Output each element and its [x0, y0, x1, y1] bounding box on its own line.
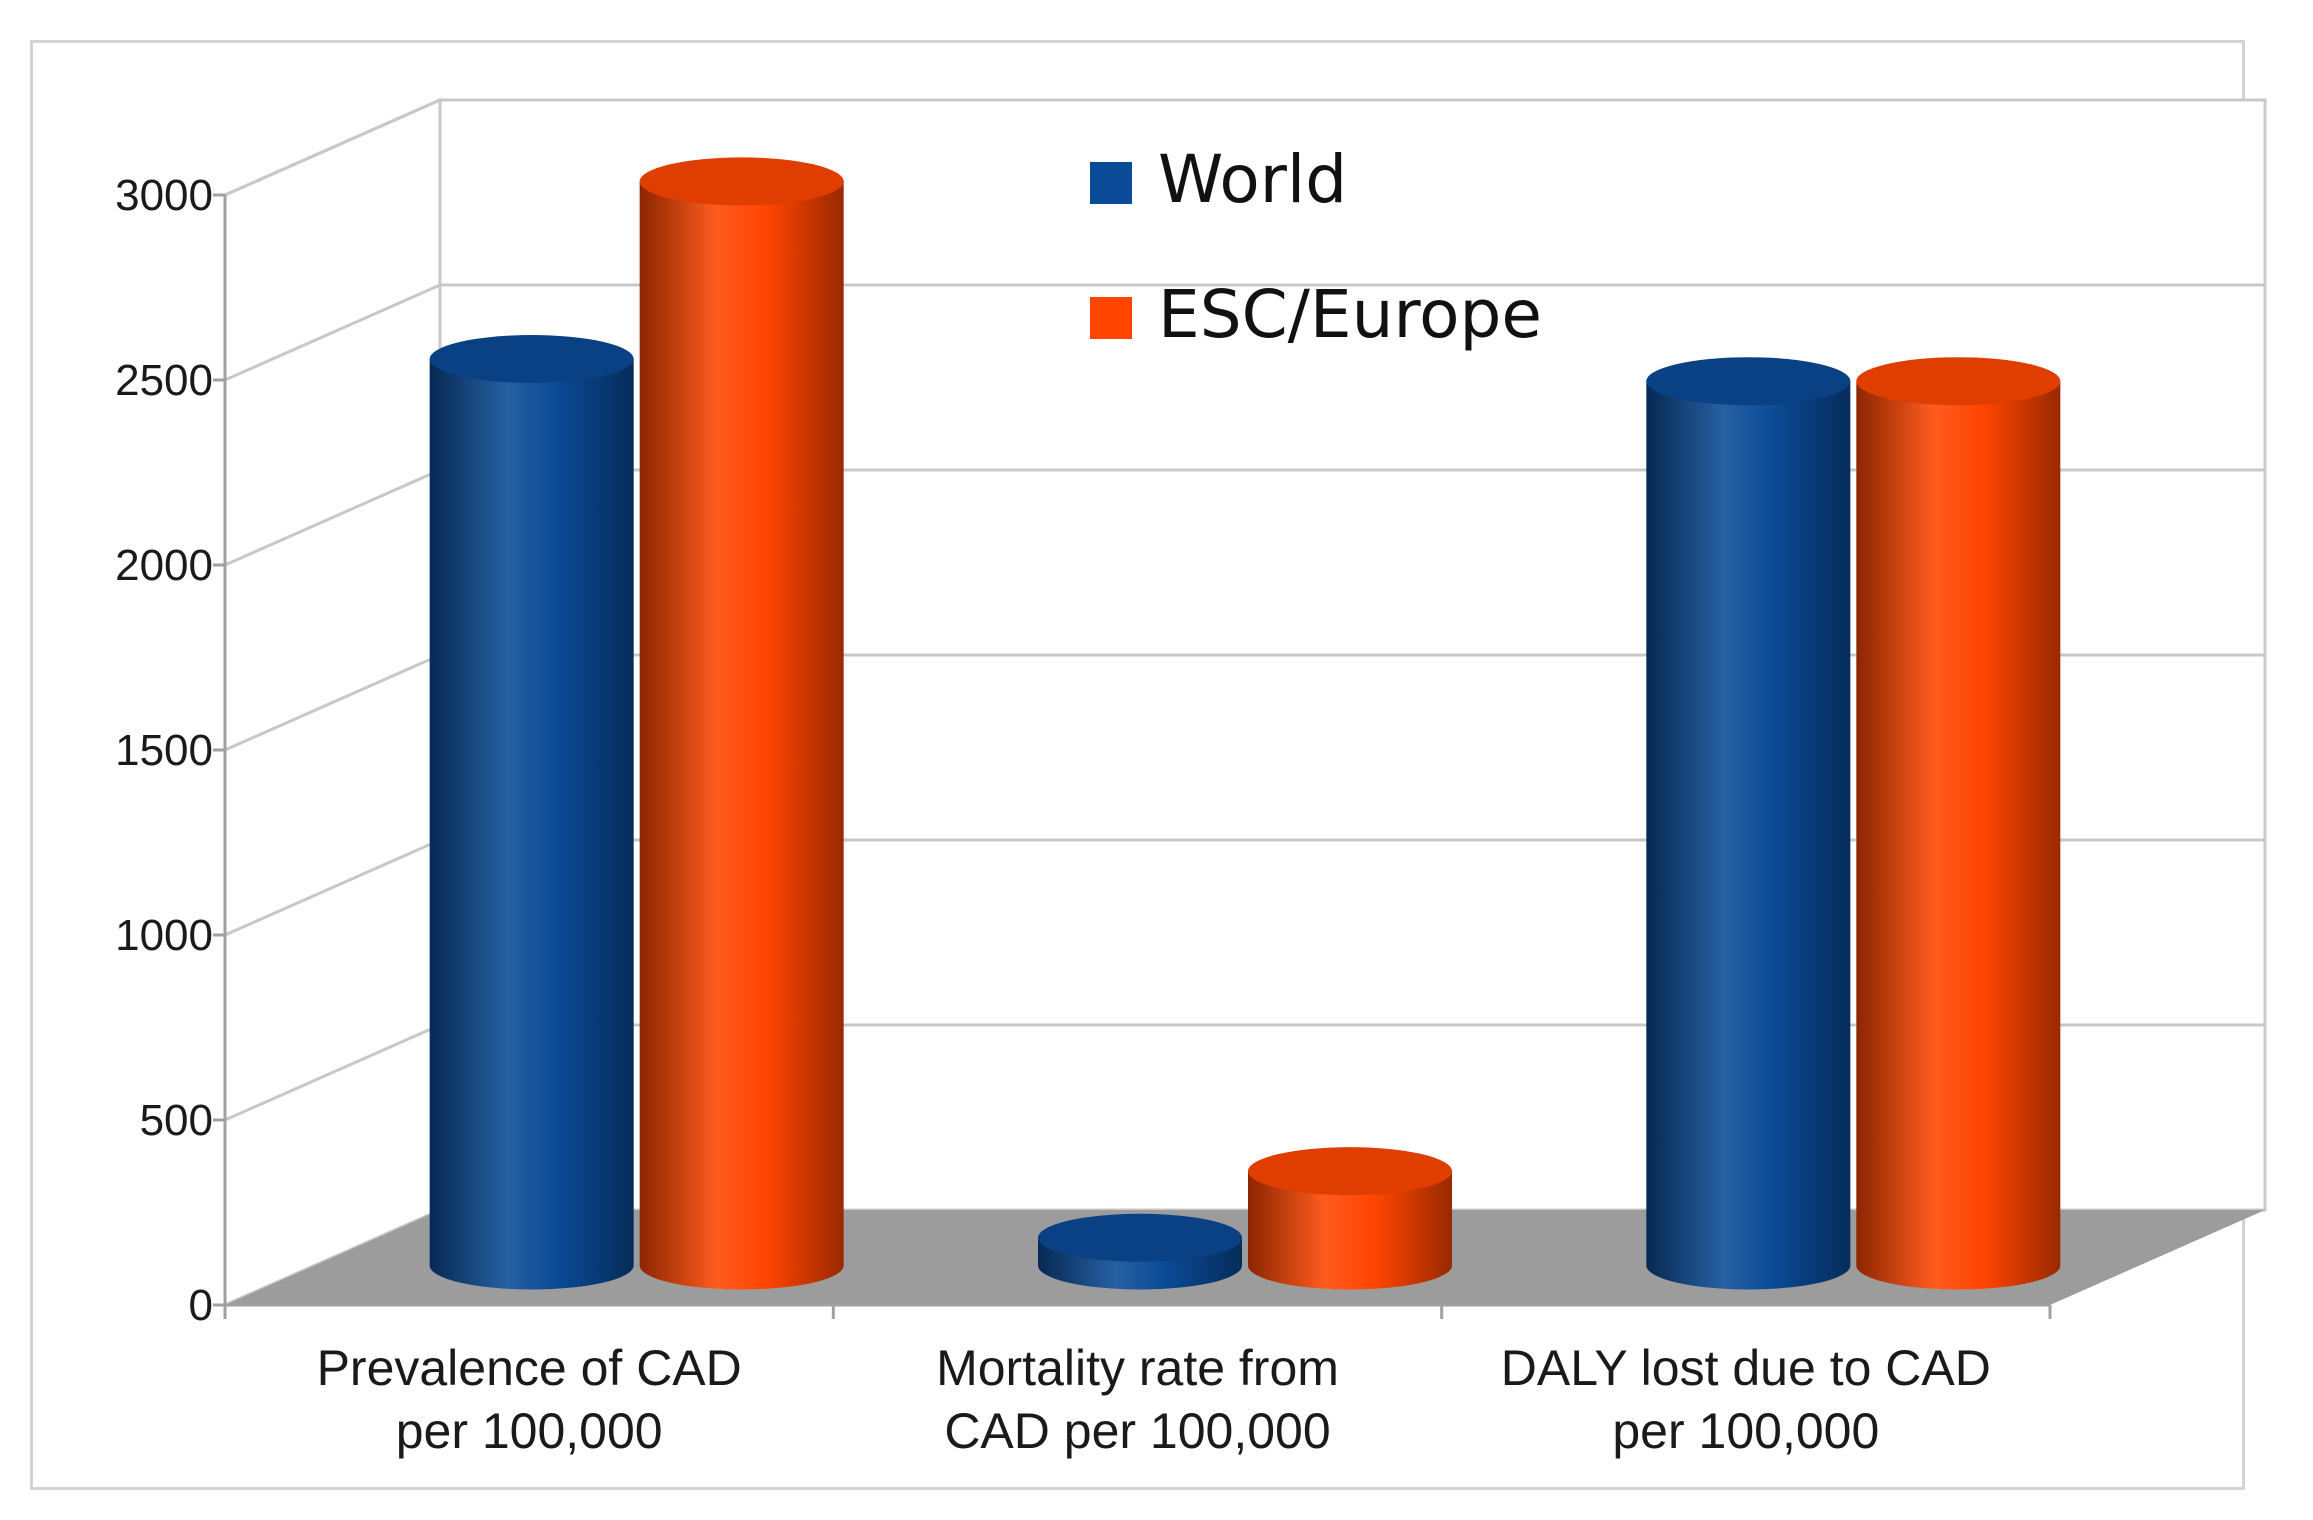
bar-world-0	[429, 335, 634, 1290]
gridline-side	[224, 653, 441, 752]
bar-top	[1248, 1147, 1452, 1196]
gridline-side	[224, 98, 441, 197]
y-tick-label: 500	[140, 1096, 213, 1145]
gridline-side	[224, 468, 441, 567]
bar-top	[1646, 357, 1851, 406]
category-label: per 100,000	[1612, 1403, 1879, 1459]
legend-swatch	[1090, 162, 1132, 204]
bar-esc-europe-1	[1248, 1147, 1452, 1290]
bar-top	[1856, 357, 2061, 406]
y-tick-label: 2500	[115, 356, 213, 405]
y-tick-label: 1000	[115, 911, 213, 960]
category-label: CAD per 100,000	[944, 1403, 1330, 1459]
gridline-side	[224, 838, 441, 937]
bar-top	[639, 157, 844, 206]
category-label: per 100,000	[396, 1403, 663, 1459]
bar-esc-europe-0	[639, 157, 844, 1290]
y-tick-label: 1500	[115, 726, 213, 775]
y-tick-label: 2000	[115, 541, 213, 590]
bar-world-2	[1646, 357, 1851, 1290]
legend-label: World	[1158, 141, 1347, 218]
bar-world-1	[1038, 1213, 1242, 1290]
legend-swatch	[1090, 297, 1132, 339]
category-label: Mortality rate from	[936, 1340, 1339, 1396]
y-tick-label: 0	[189, 1281, 213, 1330]
bar-body	[1856, 381, 2061, 1290]
legend-label: ESC/Europe	[1158, 276, 1542, 353]
bar-esc-europe-2	[1856, 357, 2061, 1290]
category-label: DALY lost due to CAD	[1501, 1340, 1991, 1396]
gridline-side	[224, 1023, 441, 1122]
bar-body	[429, 359, 634, 1290]
category-label: Prevalence of CAD	[317, 1340, 742, 1396]
bar-body	[1248, 1171, 1452, 1290]
bar-body	[639, 181, 844, 1290]
bar-top	[429, 335, 634, 383]
gridline-side	[224, 283, 441, 382]
bar-top	[1038, 1213, 1242, 1262]
bar-body	[1646, 381, 1851, 1290]
y-tick-label: 3000	[115, 171, 213, 220]
